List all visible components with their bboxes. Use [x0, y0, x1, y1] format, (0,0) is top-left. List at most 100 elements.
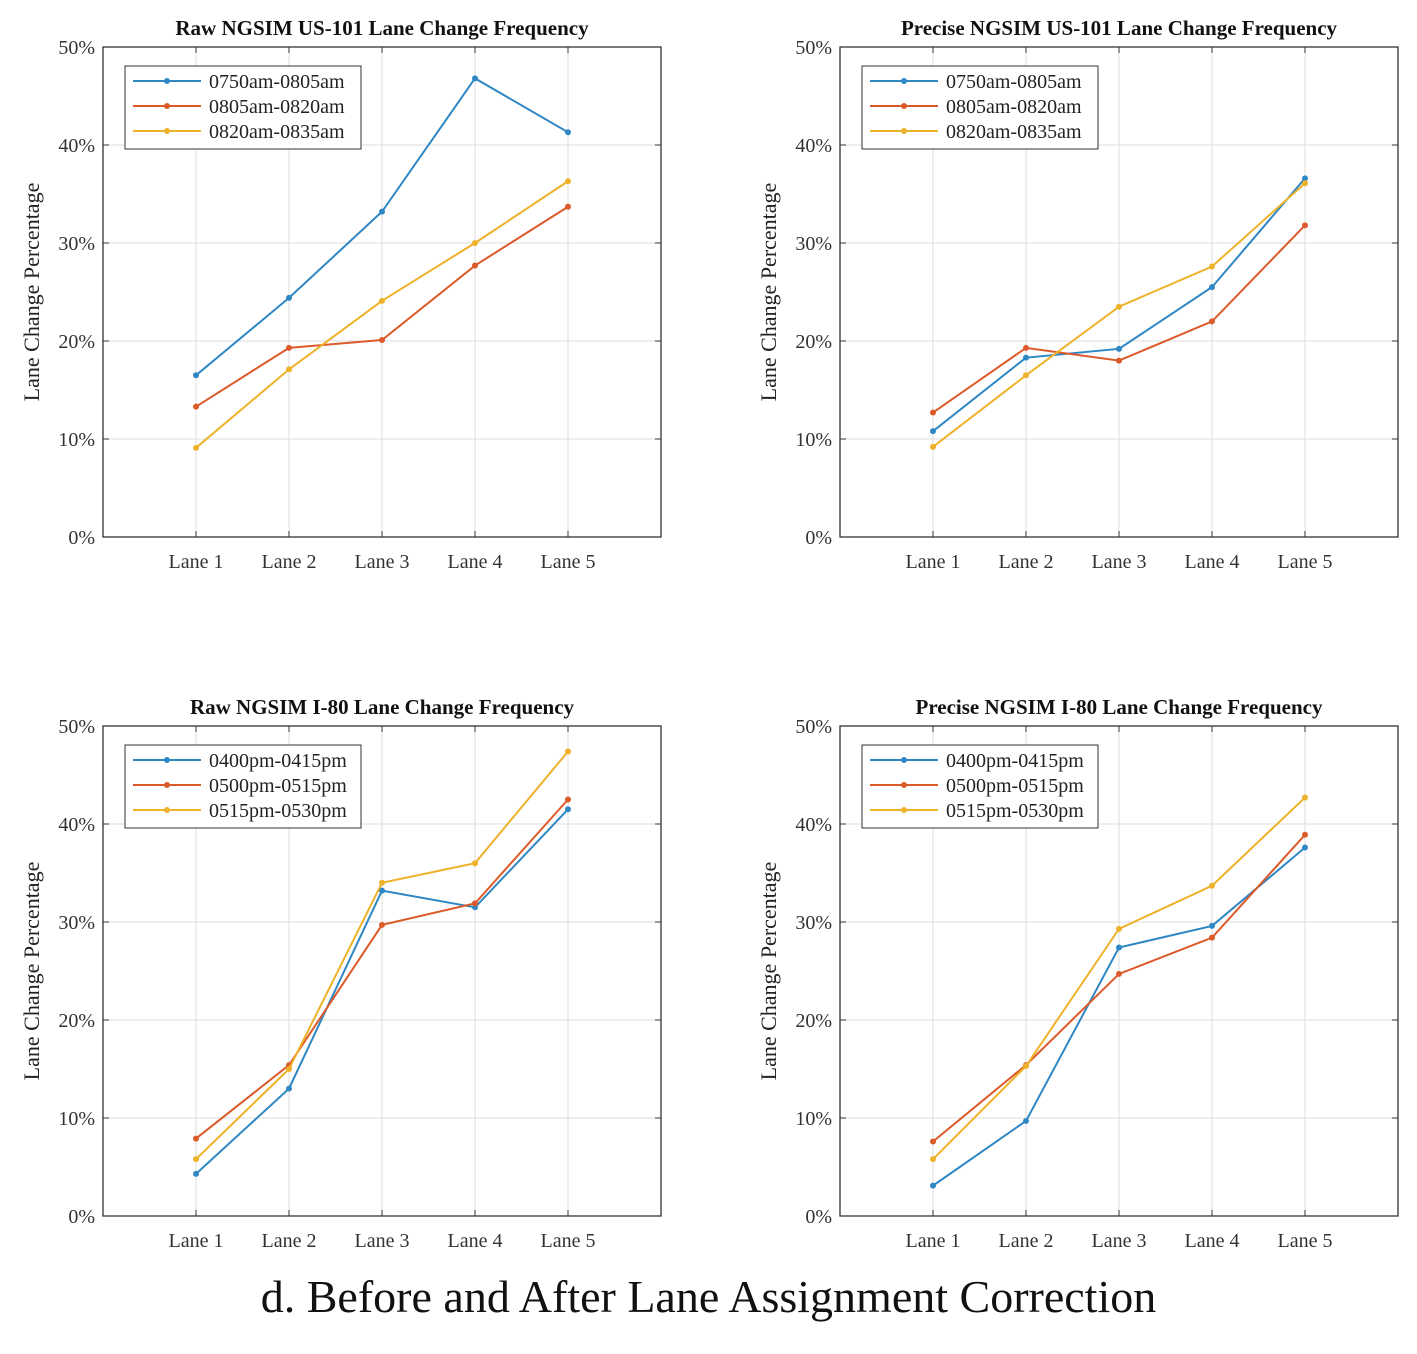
legend-label: 0750am-0805am: [946, 71, 1082, 93]
data-point: [565, 748, 571, 755]
data-point: [1302, 222, 1308, 229]
y-tick-label: 50%: [58, 716, 95, 738]
chart-title: Raw NGSIM I-80 Lane Change Frequency: [190, 695, 575, 719]
legend-marker: [164, 757, 170, 763]
data-point: [1116, 925, 1122, 932]
data-point: [193, 444, 199, 451]
data-point: [930, 1182, 936, 1189]
x-tick-label: Lane 5: [1278, 1230, 1333, 1252]
data-point: [472, 262, 478, 269]
y-tick-label: 30%: [795, 233, 832, 255]
legend-marker: [164, 807, 170, 813]
data-point: [286, 1066, 292, 1072]
data-point: [1116, 303, 1122, 310]
data-point: [930, 1156, 936, 1163]
legend-label: 0515pm-0530pm: [946, 800, 1084, 822]
legend-marker: [901, 757, 907, 763]
data-point: [565, 806, 571, 813]
data-point: [1023, 372, 1029, 379]
y-tick-label: 10%: [58, 1108, 95, 1130]
y-axis-label: Lane Change Percentage: [756, 862, 781, 1081]
legend-label: 0515pm-0530pm: [209, 800, 347, 822]
y-tick-label: 0%: [68, 1206, 95, 1228]
y-tick-label: 50%: [795, 37, 832, 59]
data-point: [565, 796, 571, 803]
data-point: [286, 344, 292, 351]
data-point: [193, 1156, 199, 1163]
y-tick-label: 40%: [58, 814, 95, 836]
y-tick-label: 30%: [58, 233, 95, 255]
y-tick-label: 40%: [58, 135, 95, 157]
data-point: [930, 443, 936, 450]
y-tick-label: 0%: [805, 527, 832, 549]
data-point: [379, 921, 385, 928]
x-tick-label: Lane 3: [355, 1230, 410, 1252]
y-tick-label: 10%: [795, 429, 832, 451]
legend-marker: [164, 128, 170, 134]
legend-marker: [901, 128, 907, 134]
data-point: [565, 129, 571, 136]
y-tick-label: 40%: [795, 135, 832, 157]
chart-panel-3: 0% 10% 20% 30% 40% 50% Lane 1 Lane 2 Lane 3 Lane …: [19, 695, 662, 1252]
x-tick-label: Lane 5: [1278, 551, 1333, 573]
legend-label: 0400pm-0415pm: [946, 750, 1084, 772]
legend-label: 0750am-0805am: [209, 71, 345, 93]
legend-label: 0400pm-0415pm: [209, 750, 347, 772]
chart-title: Precise NGSIM I-80 Lane Change Frequency: [916, 695, 1323, 719]
data-point: [193, 403, 199, 410]
chart-panel-1: 0% 10% 20% 30% 40% 50% Lane 1 Lane 2 Lane 3 Lane …: [19, 16, 662, 573]
x-tick-label: Lane 5: [541, 551, 596, 573]
x-tick-label: Lane 3: [355, 551, 410, 573]
x-tick-label: Lane 1: [906, 551, 961, 573]
data-point: [286, 294, 292, 301]
chart-panel-4: 0% 10% 20% 30% 40% 50% Lane 1 Lane 2 Lane 3 Lane …: [756, 695, 1399, 1252]
x-tick-label: Lane 2: [262, 551, 317, 573]
x-tick-label: Lane 3: [1092, 1230, 1147, 1252]
x-tick-label: Lane 2: [999, 551, 1054, 573]
x-tick-label: Lane 1: [906, 1230, 961, 1252]
legend-label: 0500pm-0515pm: [946, 775, 1084, 797]
y-axis-label: Lane Change Percentage: [19, 862, 44, 1081]
y-tick-label: 50%: [58, 37, 95, 59]
y-tick-label: 20%: [795, 1010, 832, 1032]
data-point: [1116, 345, 1122, 352]
data-point: [379, 297, 385, 304]
y-tick-label: 0%: [805, 1206, 832, 1228]
data-point: [1302, 175, 1308, 182]
y-tick-label: 10%: [58, 429, 95, 451]
y-tick-label: 30%: [58, 912, 95, 934]
y-tick-label: 50%: [795, 716, 832, 738]
data-point: [1302, 794, 1308, 801]
data-point: [1209, 263, 1215, 270]
legend-label: 0820am-0835am: [209, 121, 345, 143]
data-point: [379, 208, 385, 215]
data-point: [1023, 1117, 1029, 1124]
data-point: [379, 887, 385, 894]
data-point: [1116, 944, 1122, 951]
legend-marker: [901, 103, 907, 109]
data-point: [472, 240, 478, 246]
data-point: [1023, 354, 1029, 361]
x-tick-label: Lane 1: [169, 551, 224, 573]
data-point: [1209, 882, 1215, 889]
data-point: [1302, 831, 1308, 838]
data-point: [1116, 357, 1122, 364]
x-tick-label: Lane 4: [1185, 1230, 1240, 1252]
x-tick-label: Lane 2: [999, 1230, 1054, 1252]
chart-title: Raw NGSIM US-101 Lane Change Frequency: [175, 16, 589, 40]
legend-marker: [901, 782, 907, 788]
x-tick-label: Lane 4: [448, 1230, 503, 1252]
x-tick-label: Lane 4: [1185, 551, 1240, 573]
data-point: [930, 428, 936, 435]
data-point: [930, 409, 936, 416]
data-point: [472, 900, 478, 907]
data-point: [193, 1170, 199, 1177]
y-tick-label: 20%: [58, 331, 95, 353]
y-tick-label: 40%: [795, 814, 832, 836]
data-point: [930, 1138, 936, 1145]
data-point: [1209, 318, 1215, 325]
y-tick-label: 20%: [58, 1010, 95, 1032]
data-point: [1116, 970, 1122, 977]
data-point: [193, 372, 199, 379]
